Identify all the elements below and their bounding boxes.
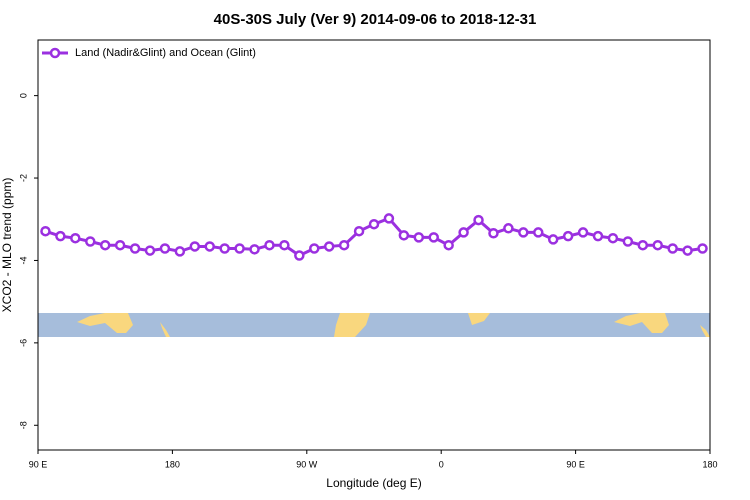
y-axis-label: XCO2 - MLO trend (ppm): [0, 178, 14, 313]
x-tick-label: 0: [439, 459, 444, 469]
y-tick-label: -6: [18, 339, 28, 347]
legend-label: Land (Nadir&Glint) and Ocean (Glint): [75, 47, 256, 59]
point: [383, 213, 395, 224]
point: [652, 239, 663, 251]
point: [533, 227, 544, 238]
point: [562, 230, 574, 242]
x-tick-label: 90 W: [296, 459, 318, 469]
y-tick-label: -4: [18, 256, 28, 264]
point: [622, 236, 634, 247]
point: [577, 227, 589, 238]
y-tick-label: 0: [18, 93, 28, 98]
point: [413, 232, 425, 243]
x-tick-label: 180: [165, 459, 180, 469]
y-tick-label: -8: [18, 421, 28, 429]
point: [458, 227, 469, 238]
land: [468, 313, 490, 325]
point: [144, 245, 156, 256]
land: [160, 322, 170, 337]
point: [637, 239, 649, 251]
land: [77, 313, 133, 333]
point: [249, 244, 260, 255]
plot-frame: [37, 39, 711, 451]
land: [334, 313, 370, 337]
point: [99, 239, 111, 251]
legend-marker: [49, 47, 61, 59]
x-tick-label: 180: [702, 459, 717, 469]
point: [398, 230, 410, 241]
point: [55, 230, 66, 242]
point: [129, 243, 141, 254]
point: [204, 241, 215, 252]
chart-title: 40S-30S July (Ver 9) 2014-09-06 to 2018-…: [214, 11, 537, 28]
point: [40, 225, 51, 237]
point: [85, 236, 96, 247]
point: [234, 243, 245, 254]
point: [503, 223, 514, 234]
point: [279, 239, 290, 251]
y-tick-label: -2: [18, 174, 28, 182]
point: [488, 228, 499, 239]
point: [607, 232, 619, 244]
point: [338, 239, 350, 251]
point: [682, 245, 693, 256]
point: [368, 218, 380, 230]
x-axis-label: Longitude (deg E): [326, 476, 421, 490]
point: [353, 225, 365, 237]
point: [518, 227, 529, 238]
point: [189, 241, 201, 252]
point: [428, 232, 439, 243]
point: [667, 243, 678, 254]
point: [70, 232, 81, 244]
point: [323, 241, 335, 252]
point: [443, 239, 454, 251]
point: [473, 214, 484, 226]
point: [697, 243, 708, 254]
land: [614, 313, 669, 333]
point: [264, 239, 275, 251]
point: [219, 243, 230, 254]
ocean: [38, 313, 710, 337]
x-tick-label: 90 E: [29, 459, 48, 469]
point: [592, 230, 604, 242]
legend: Land (Nadir&Glint) and Ocean (Glint): [42, 47, 256, 59]
point: [294, 250, 305, 261]
point: [547, 234, 559, 245]
x-tick-label: 90 E: [566, 459, 585, 469]
point: [309, 243, 320, 254]
land: [700, 325, 710, 337]
point: [114, 239, 126, 251]
map-band: [38, 313, 710, 337]
point: [174, 246, 186, 257]
point: [159, 243, 171, 254]
